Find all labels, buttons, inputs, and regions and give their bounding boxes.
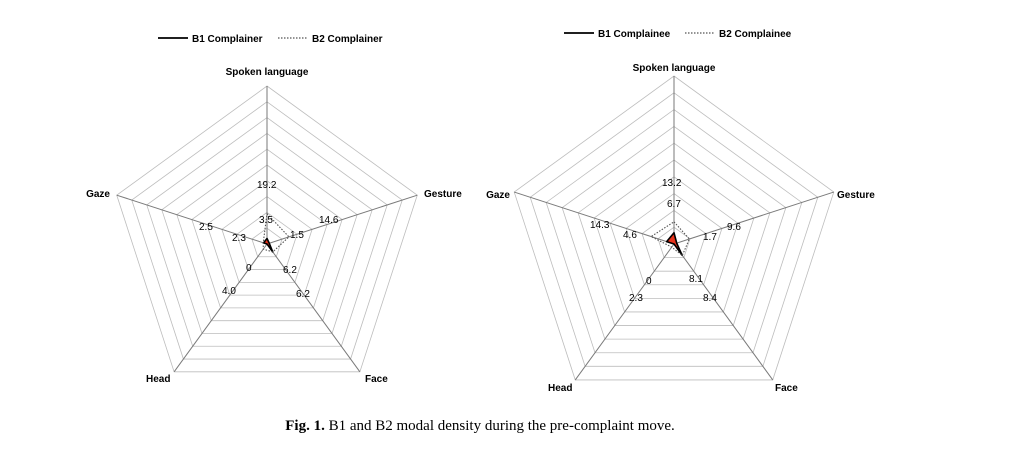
axis-label-gaze: Gaze (486, 190, 510, 201)
axis-label-gesture: Gesture (837, 190, 875, 201)
data-label-b1-complainer-spoken-language: 3.5 (259, 215, 273, 226)
axis-spoke-gaze (514, 191, 675, 245)
data-label-b2-complainee-gesture: 9.6 (727, 222, 741, 233)
legend-label-b1-complainer: B1 Complainer (192, 34, 263, 45)
data-label-b1-complainer-head: 0 (246, 263, 252, 274)
axis-label-spoken-language: Spoken language (226, 67, 309, 78)
axis-spoke-face (266, 243, 361, 373)
grid-ring (251, 227, 283, 258)
data-label-b2-complainer-gesture: 14.6 (319, 215, 339, 226)
axis-spoke-head (574, 243, 675, 381)
grid-ring (131, 101, 403, 360)
series-polygon-b1-complainer (262, 237, 274, 253)
grid-ring (641, 209, 707, 272)
axis-label-gaze: Gaze (86, 189, 110, 200)
legend-label-b2-complainer: B2 Complainer (312, 34, 383, 45)
axis-spoke-gesture (673, 191, 834, 245)
data-label-b2-complainer-spoken-language: 19.2 (257, 180, 277, 191)
data-label-b1-complainee-head: 0 (646, 276, 652, 287)
grid-ring (116, 85, 418, 373)
legend-label-b2-complainee: B2 Complainee (719, 29, 792, 40)
grid-ring (146, 117, 388, 347)
grid-ring (625, 193, 723, 286)
grid-ring (609, 176, 739, 299)
data-label-b1-complainee-face: 8.1 (689, 274, 703, 285)
data-label-b1-complainer-gesture: 1.5 (290, 230, 304, 241)
grid-ring (221, 196, 313, 283)
legend-label-b1-complainee: B1 Complainee (598, 29, 671, 40)
data-label-b1-complainee-spoken-language: 6.7 (667, 199, 681, 210)
axis-spoke-face (673, 243, 774, 381)
data-label-b1-complainee-gesture: 1.7 (703, 232, 717, 243)
grid-ring (191, 164, 343, 309)
figure-caption: Fig. 1. B1 and B2 modal density during t… (0, 418, 960, 435)
axis-label-gesture: Gesture (424, 189, 462, 200)
axis-spoke-gaze (116, 194, 268, 245)
grid-ring (513, 75, 835, 381)
data-label-b2-complainee-face: 8.4 (703, 293, 717, 304)
caption-label: Fig. 1. (285, 418, 325, 434)
grid-ring (529, 92, 819, 367)
grid-ring (206, 180, 328, 296)
data-label-b1-complainee-gaze: 4.6 (623, 230, 637, 241)
data-label-b2-complainee-head: 2.3 (629, 293, 643, 304)
axis-label-head: Head (146, 374, 170, 385)
grid-ring (657, 226, 691, 258)
data-label-b1-complainer-face: 6.2 (283, 265, 297, 276)
radar-chart-complainer: Spoken language Gesture Face Head Gaze 3.5 1.5… (86, 34, 462, 385)
grid-ring (176, 148, 358, 322)
radar-chart-complainee: Spoken language Gesture Face Head Gaze 6.7 1.7… (486, 29, 875, 394)
axis-label-face: Face (365, 374, 388, 385)
data-label-b1-complainer-gaze: 2.3 (232, 233, 246, 244)
grid-ring (236, 211, 298, 270)
data-label-b2-complainer-gaze: 2.5 (199, 222, 213, 233)
grid-ring (545, 109, 803, 354)
grid-ring (593, 159, 755, 313)
data-label-b2-complainee-gaze: 14.3 (590, 220, 610, 231)
series-polygon-b2-complainee (650, 221, 690, 257)
axis-spoke-gesture (266, 194, 418, 245)
series-polygon-b1-complainee (665, 231, 683, 256)
axis-label-head: Head (548, 383, 572, 394)
grid-ring (561, 125, 787, 340)
series-polygon-b2-complainer (262, 212, 290, 253)
axis-label-spoken-language: Spoken language (633, 63, 716, 74)
data-label-b2-complainer-face: 6.2 (296, 289, 310, 300)
data-label-b2-complainer-head: 4.0 (222, 286, 236, 297)
grid-ring (577, 142, 771, 326)
grid-ring (161, 132, 373, 334)
data-label-b2-complainee-spoken-language: 13.2 (662, 178, 682, 189)
axis-label-face: Face (775, 383, 798, 394)
axis-spoke-head (173, 243, 268, 373)
caption-text: B1 and B2 modal density during the pre-c… (328, 418, 675, 434)
